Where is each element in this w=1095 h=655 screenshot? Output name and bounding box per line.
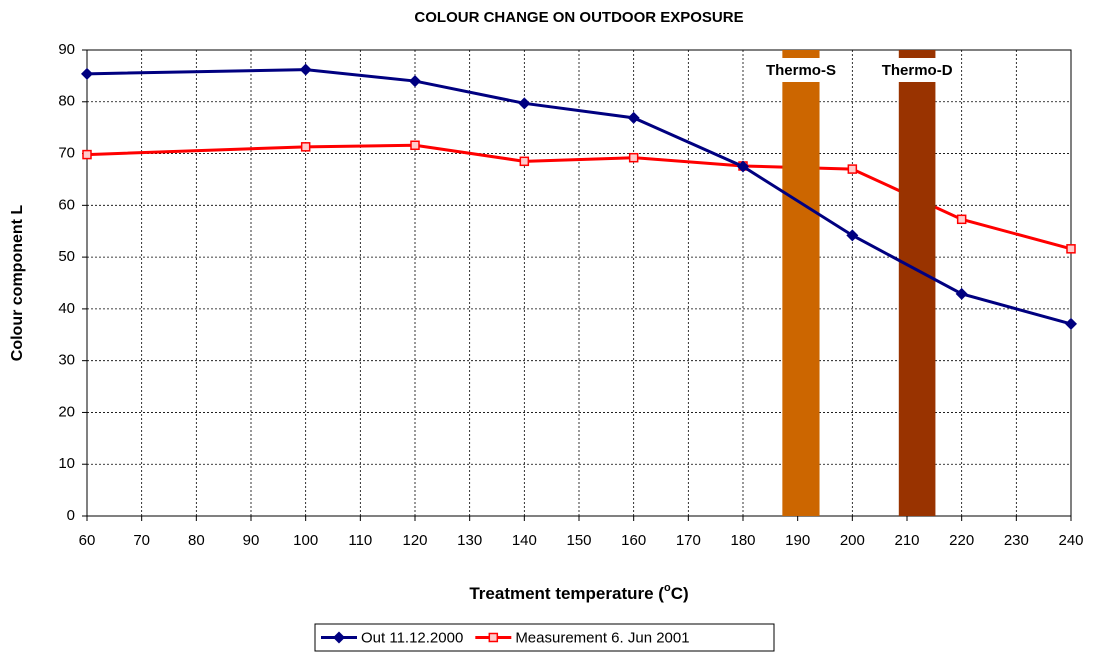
band-label-bg [875,58,960,82]
x-tick-label: 60 [79,532,96,549]
point [1065,317,1077,330]
legend-marker [333,631,345,644]
y-tick-label: 60 [58,196,75,213]
x-axis-title-sup: o [664,582,671,594]
y-tick-label: 0 [67,507,75,524]
y-tick-label: 50 [58,248,75,265]
x-tick-label: 80 [188,532,205,549]
x-axis-title-part: Treatment temperature ( [469,584,664,603]
x-tick-label: 120 [402,532,427,549]
point [300,142,311,152]
x-tick-label: 220 [949,532,974,549]
y-tick-label: 30 [58,352,75,369]
x-tick-label: 190 [785,532,810,549]
legend-label: Out 11.12.2000 [361,629,463,646]
legend-box [314,623,775,652]
y-tick-label: 70 [58,145,75,162]
x-tick-label: 200 [840,532,865,549]
point [519,156,530,167]
y-tick-label: 20 [58,403,75,420]
x-tick-label: 90 [243,532,260,549]
x-tick-label: 160 [621,532,646,549]
point [1066,244,1076,254]
point [518,97,531,110]
plot-border [86,49,1072,517]
band [782,50,820,516]
chart-title: COLOUR CHANGE ON OUTDOOR EXPOSURE [414,9,743,26]
x-tick-label: 70 [133,532,150,549]
x-tick-label: 110 [348,532,372,549]
legend-label: Measurement 6. Jun 2001 [515,629,689,646]
point [82,149,92,160]
y-tick-label: 90 [58,41,75,58]
point [410,140,420,151]
x-axis-title-part: C) [671,584,689,603]
x-tick-label: 180 [730,532,755,549]
band-label: Thermo-D [882,62,953,79]
x-tick-label: 240 [1058,532,1083,549]
point [956,214,967,225]
x-axis-title: Treatment temperature (oC) [469,582,688,604]
band [898,50,936,516]
point [627,111,640,124]
point [955,287,968,300]
legend-marker [488,632,499,643]
y-tick-label: 40 [58,300,75,317]
x-tick-label: 230 [1004,532,1029,549]
x-tick-label: 130 [457,532,482,549]
point [299,63,312,76]
point [846,229,859,242]
band-label-bg [758,58,843,82]
y-tick-label: 80 [58,93,75,110]
point [81,67,93,80]
point [847,164,858,174]
point [409,75,421,88]
point [737,160,749,173]
x-tick-label: 210 [894,532,919,549]
x-tick-label: 170 [676,532,701,549]
x-tick-label: 150 [566,532,591,549]
band-label: Thermo-S [766,62,836,79]
x-tick-label: 100 [293,532,318,549]
y-axis-title: Colour component L [9,205,26,362]
point [628,152,639,163]
x-tick-label: 140 [512,532,537,549]
y-tick-label: 10 [58,455,75,472]
